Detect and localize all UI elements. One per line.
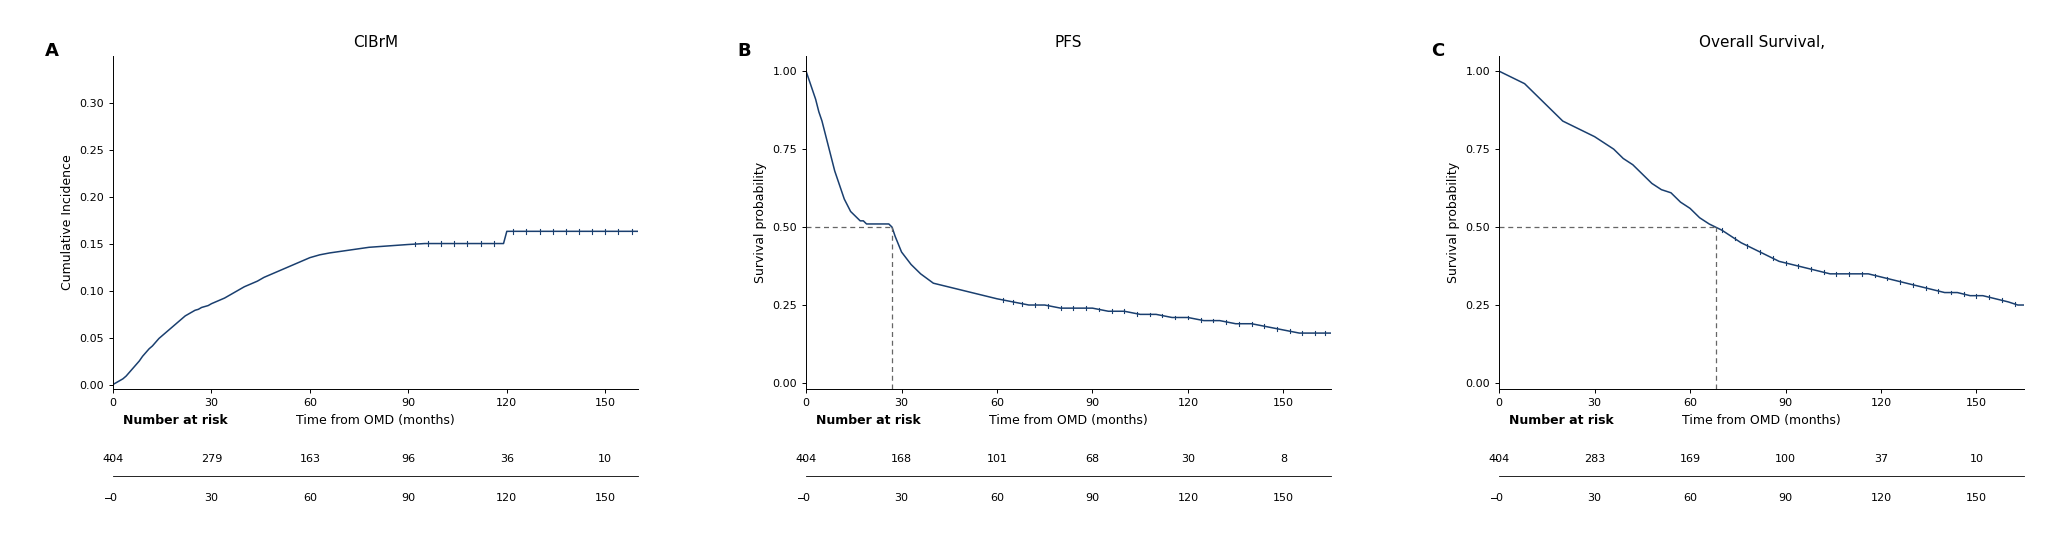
Text: Number at risk: Number at risk: [1510, 414, 1613, 427]
Text: 37: 37: [1874, 454, 1889, 464]
Text: 68: 68: [1085, 454, 1099, 464]
Text: A: A: [45, 42, 60, 60]
Text: 169: 169: [1679, 454, 1702, 464]
Text: 90: 90: [1778, 493, 1792, 503]
Text: 36: 36: [499, 454, 514, 464]
Text: 404: 404: [795, 454, 816, 464]
Text: 283: 283: [1584, 454, 1605, 464]
Text: 150: 150: [1272, 493, 1295, 503]
Text: C: C: [1430, 42, 1445, 60]
Text: 150: 150: [1967, 493, 1987, 503]
Text: 279: 279: [201, 454, 222, 464]
Text: 10: 10: [598, 454, 612, 464]
Y-axis label: Survival probability: Survival probability: [1447, 162, 1459, 283]
Text: 404: 404: [1488, 454, 1510, 464]
Text: 10: 10: [1969, 454, 1983, 464]
Text: 120: 120: [495, 493, 518, 503]
X-axis label: Time from OMD (months): Time from OMD (months): [1683, 414, 1841, 427]
Title: CIBrM: CIBrM: [353, 35, 399, 50]
Text: Number at risk: Number at risk: [123, 414, 228, 427]
Title: Overall Survival,: Overall Survival,: [1699, 35, 1825, 50]
Text: 168: 168: [892, 454, 912, 464]
Text: 150: 150: [594, 493, 616, 503]
Text: 120: 120: [1870, 493, 1891, 503]
X-axis label: Time from OMD (months): Time from OMD (months): [988, 414, 1149, 427]
Text: 0: 0: [109, 493, 117, 503]
Y-axis label: Cumulative Incidence: Cumulative Incidence: [62, 155, 74, 290]
Text: 60: 60: [302, 493, 316, 503]
Text: B: B: [738, 42, 752, 60]
Text: 60: 60: [1683, 493, 1697, 503]
Text: 8: 8: [1280, 454, 1286, 464]
Text: 404: 404: [103, 454, 123, 464]
Text: 163: 163: [300, 454, 321, 464]
Text: 30: 30: [203, 493, 218, 503]
Text: Number at risk: Number at risk: [816, 414, 921, 427]
Text: 96: 96: [401, 454, 415, 464]
Text: 100: 100: [1776, 454, 1796, 464]
Text: 30: 30: [1589, 493, 1601, 503]
Text: 90: 90: [1085, 493, 1099, 503]
Text: 30: 30: [1182, 454, 1194, 464]
Text: 60: 60: [991, 493, 1005, 503]
Text: 0: 0: [804, 493, 810, 503]
Text: 90: 90: [401, 493, 415, 503]
Title: PFS: PFS: [1054, 35, 1083, 50]
X-axis label: Time from OMD (months): Time from OMD (months): [296, 414, 454, 427]
Text: 120: 120: [1178, 493, 1198, 503]
Y-axis label: Survival probability: Survival probability: [754, 162, 767, 283]
Text: 0: 0: [1496, 493, 1502, 503]
Text: 101: 101: [986, 454, 1007, 464]
Text: 30: 30: [894, 493, 908, 503]
